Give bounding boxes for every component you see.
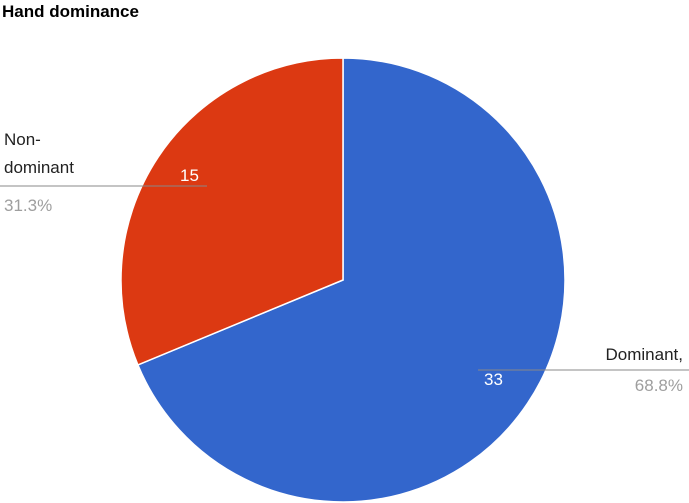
data-label: 15 bbox=[180, 166, 199, 185]
slice-label: Non-dominant bbox=[4, 130, 74, 177]
chart-title: Hand dominance bbox=[2, 2, 139, 21]
percent-label: 68.8% bbox=[634, 376, 683, 395]
pie-slice bbox=[136, 57, 566, 503]
percent-label: 31.3% bbox=[4, 196, 53, 215]
data-label: 33 bbox=[484, 370, 503, 389]
pie-slice bbox=[120, 57, 344, 366]
slice-label: Dominant, bbox=[605, 345, 683, 364]
